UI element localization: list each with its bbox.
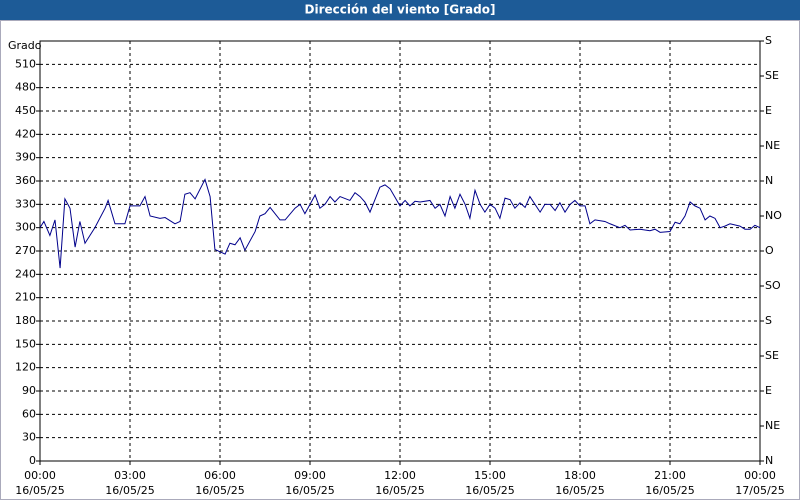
y-tick-label: 360: [15, 174, 36, 187]
x-tick-label: 03:00: [114, 469, 146, 482]
x-tick-date: 17/05/25: [735, 484, 784, 497]
y2-tick-label: NE: [765, 139, 780, 152]
x-tick-label: 00:00: [744, 469, 776, 482]
x-tick-label: 12:00: [384, 469, 416, 482]
y-tick-label: 210: [15, 291, 36, 304]
y-tick-label: 390: [15, 151, 36, 164]
title-bar: [0, 0, 800, 20]
y2-tick-label: E: [765, 104, 772, 117]
y-tick-label: 240: [15, 267, 36, 280]
y2-tick-label: NE: [765, 419, 780, 432]
x-tick-label: 06:00: [204, 469, 236, 482]
x-tick-label: 09:00: [294, 469, 326, 482]
y-tick-label: 90: [22, 384, 36, 397]
x-tick-date: 16/05/25: [645, 484, 694, 497]
y2-tick-label: O: [765, 244, 774, 257]
x-tick-label: 21:00: [654, 469, 686, 482]
y2-tick-label: S: [765, 314, 772, 327]
y2-tick-label: N: [765, 174, 773, 187]
x-tick-date: 16/05/25: [375, 484, 424, 497]
data-line: [39, 178, 761, 269]
x-tick-date: 16/05/25: [195, 484, 244, 497]
y2-tick-label: SE: [765, 69, 779, 82]
x-tick-date: 16/05/25: [105, 484, 154, 497]
chart-title: Dirección del viento [Grado]: [305, 3, 496, 17]
x-tick-label: 18:00: [564, 469, 596, 482]
x-tick-date: 16/05/25: [15, 484, 64, 497]
y-axis-label: Grado: [8, 39, 42, 52]
y2-tick-label: S: [765, 34, 772, 47]
plot-border: [39, 40, 761, 462]
y-tick-label: 480: [15, 81, 36, 94]
x-tick-date: 16/05/25: [465, 484, 514, 497]
y2-tick-label: E: [765, 384, 772, 397]
x-tick-label: 00:00: [24, 469, 56, 482]
y-tick-label: 120: [15, 361, 36, 374]
y-tick-label: 330: [15, 197, 36, 210]
y-tick-label: 450: [15, 104, 36, 117]
y-tick-label: 300: [15, 221, 36, 234]
x-tick-label: 15:00: [474, 469, 506, 482]
y-tick-label: 150: [15, 337, 36, 350]
y-tick-label: 60: [22, 407, 36, 420]
x-tick-date: 16/05/25: [555, 484, 604, 497]
y-tick-label: 0: [29, 454, 36, 467]
y-tick-label: 180: [15, 314, 36, 327]
y2-tick-label: SE: [765, 349, 779, 362]
y-tick-label: 270: [15, 244, 36, 257]
x-tick-date: 16/05/25: [285, 484, 334, 497]
y2-tick-label: NO: [765, 209, 782, 222]
y2-tick-label: SO: [765, 279, 781, 292]
y2-tick-label: N: [765, 454, 773, 467]
y-tick-label: 30: [22, 431, 36, 444]
y-tick-label: 510: [15, 57, 36, 70]
y-tick-label: 420: [15, 127, 36, 140]
